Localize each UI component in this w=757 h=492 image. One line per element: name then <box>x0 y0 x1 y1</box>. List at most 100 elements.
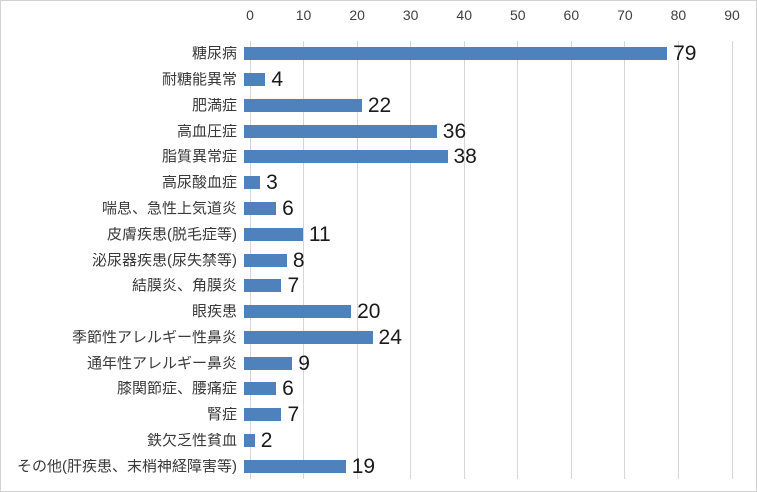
bar <box>244 73 266 87</box>
value-label: 22 <box>367 93 392 117</box>
x-axis-tick-label: 70 <box>617 7 633 23</box>
x-axis-tick-label: 20 <box>349 7 365 23</box>
bar <box>244 47 668 61</box>
gridline <box>570 41 572 479</box>
value-label: 6 <box>282 377 294 401</box>
chart-row: 結膜炎、角膜炎 7 <box>1 273 756 299</box>
chart-row: 膝関節症、腰痛症 6 <box>1 376 756 402</box>
bar-zone: 6 <box>244 196 756 222</box>
gridline <box>624 41 626 479</box>
chart-row: 耐糖能異常 4 <box>1 67 756 93</box>
bar-zone: 6 <box>244 376 756 402</box>
bar-zone: 9 <box>244 350 756 376</box>
value-label: 6 <box>282 196 294 220</box>
value-label: 11 <box>308 222 331 246</box>
x-axis-tick-label: 30 <box>402 7 419 23</box>
bar-zone: 11 <box>244 221 756 247</box>
gridline <box>356 41 358 479</box>
category-label: 喘息、急性上気道炎 <box>101 200 237 216</box>
value-label: 8 <box>292 248 305 272</box>
bar-zone: 24 <box>244 324 756 350</box>
bar-zone: 8 <box>244 247 756 273</box>
category-label: 腎症 <box>206 407 237 423</box>
x-axis-tick-label: 90 <box>724 7 740 23</box>
bar <box>244 124 437 138</box>
category-label: 結膜炎、角膜炎 <box>131 278 237 294</box>
x-axis-tick-label: 50 <box>509 7 526 23</box>
value-label: 20 <box>357 300 381 324</box>
bar-zone: 2 <box>244 427 756 453</box>
chart-row: 腎症 7 <box>1 402 756 428</box>
value-label: 3 <box>266 171 278 195</box>
bar <box>244 330 373 344</box>
x-axis: 0 10 20 30 40 50 60 70 80 90 <box>246 7 740 29</box>
value-label: 24 <box>378 325 402 349</box>
gridline <box>463 41 465 479</box>
bar-zone: 4 <box>244 67 756 93</box>
gridline <box>517 41 519 479</box>
chart-row: 鉄欠乏性貧血 2 <box>1 427 756 453</box>
category-label: 高血圧症 <box>176 123 237 139</box>
gridline <box>677 41 679 479</box>
bar-zone: 22 <box>244 93 756 119</box>
x-axis-tick-label: 80 <box>670 7 687 23</box>
bar-zone: 7 <box>244 402 756 428</box>
value-label: 4 <box>271 68 284 92</box>
chart-row: 脂質異常症 38 <box>1 144 756 170</box>
category-label: 泌尿器疾患(尿失禁等) <box>92 252 237 268</box>
value-label: 79 <box>673 42 697 66</box>
category-label: 脂質異常症 <box>161 149 237 165</box>
value-label: 36 <box>442 119 467 143</box>
bar-zone: 38 <box>244 144 756 170</box>
chart-row: 通年性アレルギー鼻炎 9 <box>1 350 756 376</box>
bar <box>244 433 255 447</box>
chart-row: 肥満症 22 <box>1 93 756 119</box>
category-label: 耐糖能異常 <box>161 72 237 88</box>
chart-row: 皮膚疾患(脱毛症等) 11 <box>1 221 756 247</box>
gridline <box>731 41 733 479</box>
bar <box>244 253 287 267</box>
bar <box>244 382 277 396</box>
bar <box>244 176 261 190</box>
bar-zone: 3 <box>244 170 756 196</box>
bar <box>244 201 277 215</box>
bar <box>244 356 293 370</box>
x-axis-tick-label: 60 <box>563 7 580 23</box>
category-label: 季節性アレルギー性鼻炎 <box>71 329 237 345</box>
chart-rows: 糖尿病 79 耐糖能異常 4 肥満症 22 高血圧症 36 脂質異常症 38 高尿酸血症 3 喘息、急性… <box>1 41 756 479</box>
bar-zone: 20 <box>244 299 756 325</box>
bar-zone: 7 <box>244 273 756 299</box>
chart-row: 季節性アレルギー性鼻炎 24 <box>1 324 756 350</box>
chart-row: 高尿酸血症 3 <box>1 170 756 196</box>
category-label: 糖尿病 <box>191 46 237 62</box>
value-label: 38 <box>453 145 477 169</box>
chart-row: 眼疾患 20 <box>1 299 756 325</box>
category-label: 高尿酸血症 <box>161 175 237 191</box>
value-label: 9 <box>298 351 310 375</box>
value-label: 2 <box>260 428 273 452</box>
chart-row: 高血圧症 36 <box>1 118 756 144</box>
value-label: 7 <box>287 403 300 427</box>
bar <box>244 305 352 319</box>
chart-row: 泌尿器疾患(尿失禁等) 8 <box>1 247 756 273</box>
chart-row: 糖尿病 79 <box>1 41 756 67</box>
category-label: その他(肝疾患、末梢神経障害等) <box>17 458 237 474</box>
bar-zone: 79 <box>244 41 756 67</box>
category-label: 通年性アレルギー鼻炎 <box>86 355 237 371</box>
category-label: 肥満症 <box>191 97 237 113</box>
bar <box>244 98 362 112</box>
bar <box>244 408 282 422</box>
category-label: 鉄欠乏性貧血 <box>146 432 237 448</box>
gridline <box>303 41 305 479</box>
value-label: 7 <box>287 274 300 298</box>
chart-row: その他(肝疾患、末梢神経障害等) 19 <box>1 453 756 479</box>
value-label: 19 <box>351 454 376 478</box>
x-axis-tick-label: 10 <box>295 7 312 23</box>
category-label: 皮膚疾患(脱毛症等) <box>107 226 237 242</box>
bar <box>244 150 448 164</box>
chart-row: 喘息、急性上気道炎 6 <box>1 196 756 222</box>
category-label: 膝関節症、腰痛症 <box>116 381 237 397</box>
bar-zone: 36 <box>244 118 756 144</box>
bar <box>244 227 303 241</box>
